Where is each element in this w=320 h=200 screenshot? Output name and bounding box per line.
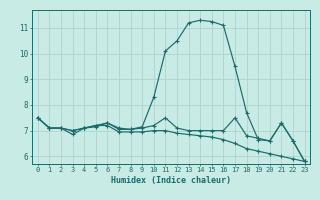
X-axis label: Humidex (Indice chaleur): Humidex (Indice chaleur) xyxy=(111,176,231,185)
